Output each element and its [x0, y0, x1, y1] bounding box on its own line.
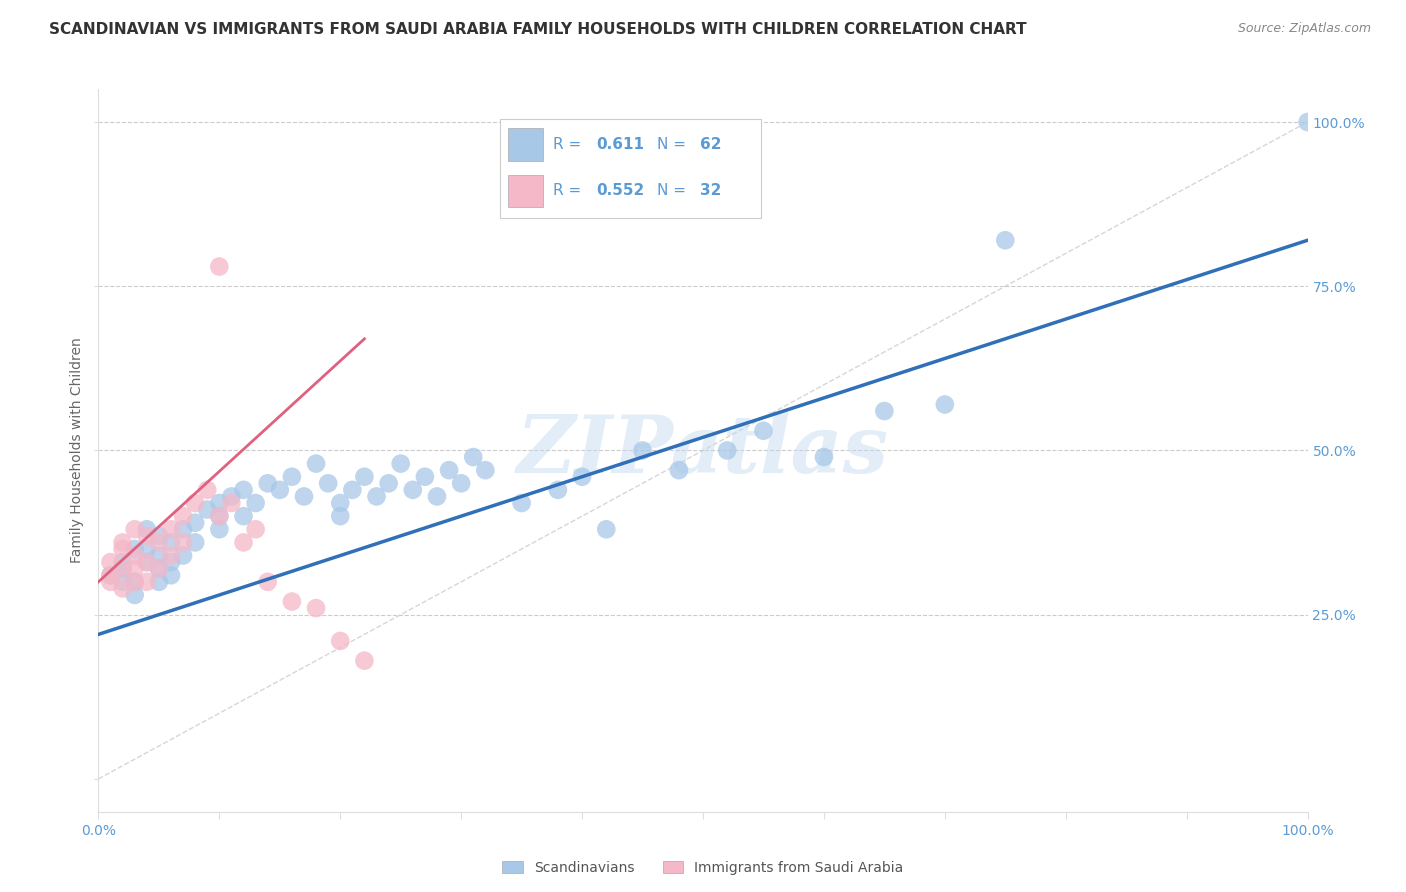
Point	[716, 443, 738, 458]
Point	[160, 535, 183, 549]
Point	[148, 574, 170, 589]
Point	[221, 496, 243, 510]
Point	[208, 522, 231, 536]
Point	[100, 555, 122, 569]
Point	[426, 490, 449, 504]
Point	[329, 496, 352, 510]
Point	[111, 562, 134, 576]
Point	[232, 535, 254, 549]
Point	[281, 594, 304, 608]
Point	[208, 509, 231, 524]
Point	[873, 404, 896, 418]
Point	[305, 601, 328, 615]
Point	[135, 541, 157, 556]
Point	[135, 522, 157, 536]
Point	[305, 457, 328, 471]
Point	[111, 535, 134, 549]
Point	[413, 469, 436, 483]
Text: Source: ZipAtlas.com: Source: ZipAtlas.com	[1237, 22, 1371, 36]
Point	[124, 541, 146, 556]
Point	[160, 549, 183, 563]
Point	[160, 555, 183, 569]
Point	[208, 496, 231, 510]
Point	[124, 574, 146, 589]
Point	[100, 568, 122, 582]
Point	[111, 541, 134, 556]
Text: SCANDINAVIAN VS IMMIGRANTS FROM SAUDI ARABIA FAMILY HOUSEHOLDS WITH CHILDREN COR: SCANDINAVIAN VS IMMIGRANTS FROM SAUDI AR…	[49, 22, 1026, 37]
Point	[281, 469, 304, 483]
Point	[172, 522, 194, 536]
Point	[111, 562, 134, 576]
Point	[184, 496, 207, 510]
Point	[668, 463, 690, 477]
Point	[135, 529, 157, 543]
Point	[256, 574, 278, 589]
Point	[571, 469, 593, 483]
Point	[184, 535, 207, 549]
Point	[148, 535, 170, 549]
Point	[195, 502, 218, 516]
Point	[934, 397, 956, 411]
Point	[232, 509, 254, 524]
Point	[148, 562, 170, 576]
Point	[160, 568, 183, 582]
Point	[269, 483, 291, 497]
Point	[437, 463, 460, 477]
Point	[111, 555, 134, 569]
Point	[342, 483, 364, 497]
Point	[463, 450, 485, 464]
Point	[547, 483, 569, 497]
Point	[124, 522, 146, 536]
Point	[208, 509, 231, 524]
Point	[329, 509, 352, 524]
Point	[402, 483, 425, 497]
Point	[389, 457, 412, 471]
Point	[353, 469, 375, 483]
Point	[148, 549, 170, 563]
Point	[353, 654, 375, 668]
Point	[135, 574, 157, 589]
Point	[172, 549, 194, 563]
Point	[752, 424, 775, 438]
Point	[195, 483, 218, 497]
Point	[245, 496, 267, 510]
Point	[208, 260, 231, 274]
Point	[135, 555, 157, 569]
Point	[256, 476, 278, 491]
Point	[160, 522, 183, 536]
Text: ZIPatlas: ZIPatlas	[517, 412, 889, 489]
Point	[100, 574, 122, 589]
Point	[111, 574, 134, 589]
Point	[100, 568, 122, 582]
Legend: Scandinavians, Immigrants from Saudi Arabia: Scandinavians, Immigrants from Saudi Ara…	[496, 855, 910, 880]
Point	[377, 476, 399, 491]
Point	[148, 529, 170, 543]
Point	[172, 535, 194, 549]
Point	[124, 549, 146, 563]
Point	[148, 562, 170, 576]
Point	[366, 490, 388, 504]
Point	[124, 574, 146, 589]
Point	[184, 516, 207, 530]
Point	[135, 555, 157, 569]
Point	[510, 496, 533, 510]
Point	[111, 582, 134, 596]
Point	[124, 562, 146, 576]
Point	[1296, 115, 1319, 129]
Y-axis label: Family Households with Children: Family Households with Children	[70, 337, 84, 564]
Point	[813, 450, 835, 464]
Point	[232, 483, 254, 497]
Point	[329, 634, 352, 648]
Point	[450, 476, 472, 491]
Point	[221, 490, 243, 504]
Point	[292, 490, 315, 504]
Point	[474, 463, 496, 477]
Point	[631, 443, 654, 458]
Point	[994, 233, 1017, 247]
Point	[172, 509, 194, 524]
Point	[124, 588, 146, 602]
Point	[595, 522, 617, 536]
Point	[245, 522, 267, 536]
Point	[316, 476, 339, 491]
